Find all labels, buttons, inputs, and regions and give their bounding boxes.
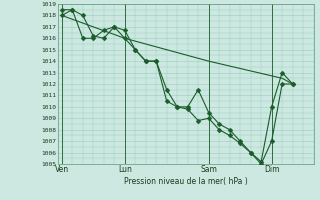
X-axis label: Pression niveau de la mer( hPa ): Pression niveau de la mer( hPa ): [124, 177, 247, 186]
